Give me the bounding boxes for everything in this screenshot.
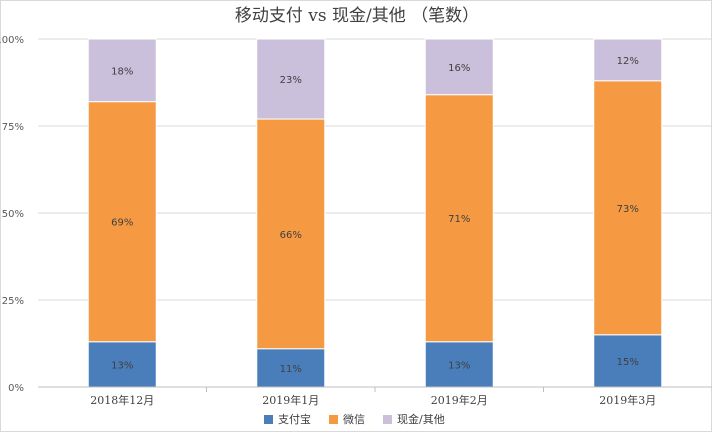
legend-swatch	[383, 415, 392, 424]
data-label: 11%	[280, 364, 302, 375]
data-label: 13%	[448, 360, 470, 371]
bar-segment	[256, 38, 326, 120]
data-label: 12%	[617, 56, 639, 67]
legend: 支付宝 微信 现金/其他	[264, 412, 445, 426]
bar-segment	[424, 341, 494, 388]
bar-segment	[593, 80, 663, 336]
data-label: 66%	[280, 230, 302, 241]
bar-segment	[87, 341, 157, 388]
x-tick-label: 2019年1月	[262, 393, 319, 407]
bar-segment	[87, 38, 157, 103]
bar-segment	[256, 118, 326, 350]
y-tick-label: 0%	[8, 383, 24, 394]
data-label: 73%	[617, 204, 639, 215]
data-label: 18%	[111, 66, 133, 77]
bar-segment	[424, 94, 494, 343]
data-label: 13%	[111, 360, 133, 371]
x-tick-label: 2019年3月	[599, 393, 656, 407]
bar-segment	[424, 38, 494, 96]
y-tick-label: 25%	[2, 296, 24, 307]
x-tick-label: 2019年2月	[431, 393, 488, 407]
legend-label: 支付宝	[278, 412, 311, 426]
bar-segment	[593, 334, 663, 388]
x-tick-label: 2018年12月	[90, 393, 154, 407]
data-label: 23%	[280, 75, 302, 86]
legend-label: 现金/其他	[397, 412, 445, 426]
y-tick-label: 100%	[0, 35, 24, 46]
bars: 13% 69% 18% 11% 66% 23% 13% 71% 16% 15% 73% 12%	[87, 38, 663, 388]
data-label: 16%	[448, 63, 470, 74]
data-label: 71%	[448, 214, 470, 225]
legend-swatch	[264, 415, 273, 424]
y-tick-label: 50%	[2, 209, 24, 220]
bar-segment	[256, 348, 326, 388]
legend-swatch	[329, 415, 338, 424]
axes: 0% 25% 50% 75% 100% 2018年12月 2019年1月 2019年2月 201…	[0, 35, 712, 407]
data-label: 15%	[617, 357, 639, 368]
chart-title: 移动支付 vs 现金/其他 （笔数）	[235, 6, 479, 26]
bar-segment	[593, 38, 663, 82]
y-tick-label: 75%	[2, 122, 24, 133]
legend-label: 微信	[343, 412, 365, 426]
data-label: 69%	[111, 218, 133, 229]
